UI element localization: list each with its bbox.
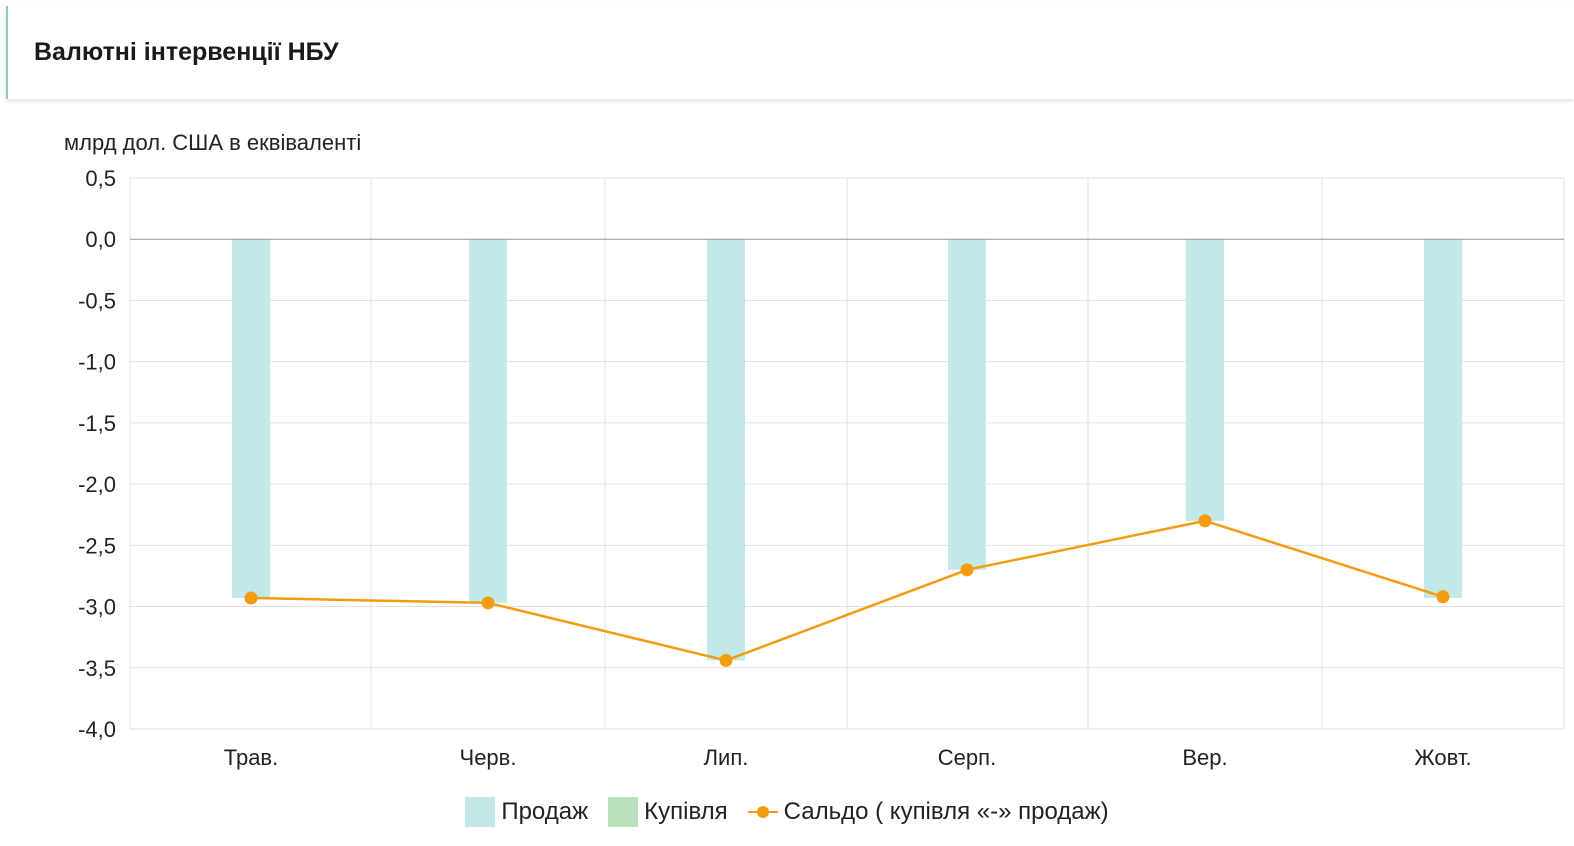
legend-label-balance: Сальдо ( купівля «-» продаж) <box>783 798 1109 825</box>
legend-label-purchases: Купівля <box>644 798 728 825</box>
bar-sales[interactable] <box>469 239 507 603</box>
legend-swatch-sales <box>465 797 496 827</box>
y-tick-label: -2,0 <box>78 472 116 497</box>
bar-sales[interactable] <box>232 239 270 598</box>
y-tick-label: -1,5 <box>78 411 116 436</box>
y-tick-label: -1,0 <box>78 350 116 375</box>
bar-sales[interactable] <box>948 239 986 570</box>
balance-line <box>250 519 1444 662</box>
y-axis-unit-label: млрд дол. США в еквіваленті <box>64 130 362 155</box>
balance-point[interactable] <box>244 591 258 605</box>
legend-item-purchases[interactable]: Купівля <box>608 797 728 827</box>
legend-item-sales[interactable]: Продаж <box>465 797 588 827</box>
x-tick-label: Лип. <box>704 745 749 770</box>
bar-sales[interactable] <box>1186 239 1224 521</box>
x-tick-label: Черв. <box>460 745 517 770</box>
chart-legend: Продаж Купівля Сальдо ( купівля «-» прод… <box>0 794 1574 830</box>
balance-point[interactable] <box>719 653 733 667</box>
y-tick-label: -3,5 <box>78 656 116 681</box>
balance-point[interactable] <box>1436 590 1450 604</box>
balance-point[interactable] <box>960 563 974 577</box>
chart-title: Валютні інтервенції НБУ <box>34 38 339 66</box>
bar-sales[interactable] <box>707 239 745 661</box>
legend-swatch-balance <box>747 797 778 827</box>
legend-swatch-purchases <box>608 797 639 827</box>
y-tick-label: -0,5 <box>78 288 116 313</box>
y-tick-label: -2,5 <box>78 533 116 558</box>
legend-item-balance[interactable]: Сальдо ( купівля «-» продаж) <box>747 797 1109 827</box>
bar-sales[interactable] <box>1424 239 1462 598</box>
balance-point[interactable] <box>481 596 495 610</box>
x-tick-label: Жовт. <box>1414 745 1471 770</box>
x-tick-label: Вер. <box>1182 745 1227 770</box>
y-tick-label: -3,0 <box>78 595 116 620</box>
y-tick-label: -4,0 <box>78 717 116 742</box>
x-tick-label: Серп. <box>938 745 996 770</box>
card-header: Валютні інтервенції НБУ <box>6 6 1574 99</box>
balance-point[interactable] <box>1198 514 1212 528</box>
y-tick-label: 0,0 <box>85 227 116 252</box>
x-tick-label: Трав. <box>224 745 278 770</box>
y-tick-label: 0,5 <box>85 166 116 191</box>
legend-label-sales: Продаж <box>501 798 589 825</box>
